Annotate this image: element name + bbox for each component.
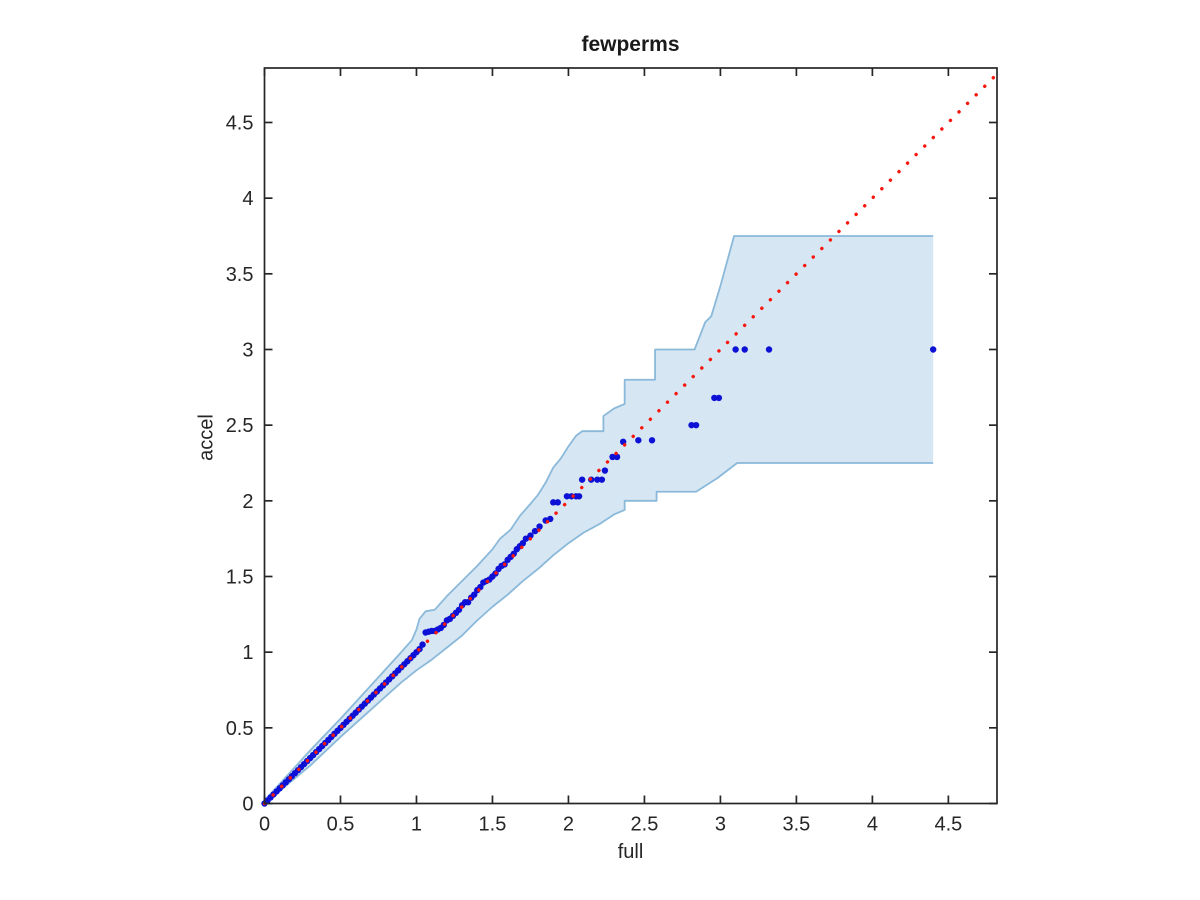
- data-point: [692, 421, 700, 429]
- x-tick-label: 1.5: [479, 814, 507, 836]
- chart-title: fewperms: [581, 33, 680, 56]
- data-point: [609, 453, 616, 461]
- data-point: [741, 346, 748, 353]
- x-axis-label: full: [617, 841, 644, 863]
- data-point: [550, 499, 557, 506]
- y-tick-label: 4.5: [226, 112, 254, 134]
- data-point: [765, 346, 773, 353]
- scatter-points: [261, 346, 937, 807]
- x-tick-label: 1: [411, 814, 422, 836]
- data-point: [648, 437, 656, 444]
- data-point: [519, 539, 527, 547]
- data-point: [578, 476, 586, 483]
- data-point: [613, 453, 621, 461]
- data-point: [419, 641, 426, 648]
- y-tick-label: 2.5: [226, 415, 254, 437]
- y-tick-label: 3.5: [226, 264, 254, 286]
- x-tick-label: 2.5: [631, 814, 659, 836]
- data-point: [471, 591, 478, 598]
- data-point: [575, 493, 583, 500]
- x-tick-label: 4: [867, 814, 878, 836]
- y-tick-label: 3: [242, 339, 253, 361]
- x-tick-label: 0: [259, 814, 270, 836]
- x-tick-label: 3: [715, 814, 726, 836]
- data-point: [527, 532, 534, 539]
- data-point: [522, 535, 530, 542]
- data-point: [531, 527, 539, 535]
- data-point: [563, 493, 571, 500]
- y-tick-label: 1: [242, 642, 253, 664]
- y-tick-label: 1.5: [226, 566, 254, 588]
- x-tick-label: 2: [563, 814, 574, 836]
- band-upper-edge: [263, 235, 934, 802]
- data-point: [929, 346, 937, 353]
- data-point: [598, 476, 606, 483]
- y-tick-label: 0.5: [226, 718, 254, 740]
- data-point: [554, 499, 562, 506]
- y-tick-label: 2: [242, 491, 253, 513]
- data-point: [732, 346, 739, 353]
- data-point: [635, 437, 642, 444]
- x-tick-label: 3.5: [782, 814, 810, 836]
- data-point: [711, 394, 718, 402]
- x-tick-label: 0.5: [327, 814, 355, 836]
- y-tick-label: 0: [242, 794, 253, 816]
- data-point: [601, 467, 609, 474]
- data-point: [688, 421, 695, 429]
- axes-frame: [263, 67, 998, 805]
- confidence-band: [264, 235, 934, 804]
- data-point: [536, 523, 543, 530]
- y-tick-label: 4: [242, 188, 253, 210]
- x-tick-label: 4.5: [934, 814, 962, 836]
- data-point: [594, 476, 601, 483]
- band-lower-edge: [263, 462, 934, 805]
- data-point: [464, 599, 472, 606]
- data-point: [715, 394, 723, 402]
